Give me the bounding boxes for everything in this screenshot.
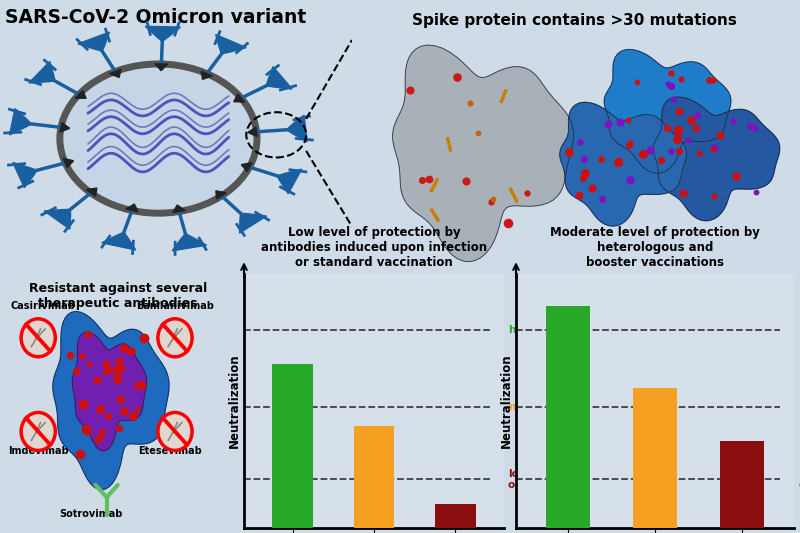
Polygon shape bbox=[216, 191, 226, 199]
Text: high: high bbox=[798, 325, 800, 335]
Polygon shape bbox=[653, 97, 780, 221]
Text: Etesevimab: Etesevimab bbox=[138, 446, 202, 456]
Polygon shape bbox=[604, 50, 731, 173]
Y-axis label: Neutralization: Neutralization bbox=[500, 354, 514, 448]
Text: SARS-CoV-2 Omicron variant: SARS-CoV-2 Omicron variant bbox=[6, 8, 306, 27]
Text: Imdevimab: Imdevimab bbox=[9, 446, 69, 456]
Polygon shape bbox=[242, 163, 252, 172]
Polygon shape bbox=[75, 91, 86, 98]
Y-axis label: Neutralization: Neutralization bbox=[228, 354, 242, 448]
Text: Sotrovimab: Sotrovimab bbox=[59, 509, 122, 519]
Text: low
or no: low or no bbox=[508, 469, 538, 490]
Polygon shape bbox=[63, 158, 74, 167]
Text: Spike protein contains >30 mutations: Spike protein contains >30 mutations bbox=[411, 13, 737, 28]
Title: Moderate level of protection by
heterologous and
booster vaccinations: Moderate level of protection by heterolo… bbox=[550, 226, 760, 269]
Polygon shape bbox=[202, 71, 212, 79]
Text: high: high bbox=[508, 325, 534, 335]
Polygon shape bbox=[248, 127, 257, 136]
Bar bbox=[354, 426, 394, 528]
Title: Low level of protection by
antibodies induced upon infection
or standard vaccina: Low level of protection by antibodies in… bbox=[261, 226, 487, 269]
Polygon shape bbox=[393, 45, 574, 262]
Polygon shape bbox=[173, 205, 186, 213]
Polygon shape bbox=[53, 311, 169, 490]
Polygon shape bbox=[72, 332, 146, 451]
Bar bbox=[546, 306, 590, 528]
Polygon shape bbox=[13, 163, 37, 188]
Polygon shape bbox=[155, 64, 168, 71]
Polygon shape bbox=[60, 123, 70, 132]
Polygon shape bbox=[102, 232, 136, 250]
Polygon shape bbox=[44, 209, 70, 229]
Polygon shape bbox=[78, 32, 110, 51]
Polygon shape bbox=[172, 233, 206, 251]
Polygon shape bbox=[29, 61, 55, 83]
Text: moderate: moderate bbox=[508, 402, 565, 412]
Polygon shape bbox=[286, 115, 307, 142]
Text: low
or no: low or no bbox=[798, 469, 800, 490]
Circle shape bbox=[21, 319, 55, 357]
Bar bbox=[634, 388, 677, 528]
Polygon shape bbox=[110, 69, 121, 77]
Text: Casirivimab: Casirivimab bbox=[11, 301, 76, 311]
Polygon shape bbox=[234, 94, 245, 102]
Polygon shape bbox=[126, 204, 138, 212]
Polygon shape bbox=[146, 26, 181, 42]
Polygon shape bbox=[10, 109, 31, 135]
Polygon shape bbox=[86, 188, 97, 196]
Circle shape bbox=[158, 413, 192, 450]
Polygon shape bbox=[266, 67, 292, 89]
Text: Resistant against several
therapeutic antibodies: Resistant against several therapeutic an… bbox=[29, 282, 207, 310]
Text: moderate: moderate bbox=[798, 402, 800, 412]
Circle shape bbox=[60, 64, 257, 213]
Polygon shape bbox=[277, 169, 302, 193]
Text: Bamlanivimab: Bamlanivimab bbox=[136, 301, 214, 311]
Bar bbox=[721, 441, 764, 528]
Polygon shape bbox=[216, 35, 246, 54]
Bar bbox=[435, 504, 475, 528]
Polygon shape bbox=[560, 102, 686, 226]
Circle shape bbox=[158, 319, 192, 357]
Polygon shape bbox=[239, 213, 266, 233]
Circle shape bbox=[21, 413, 55, 450]
Bar bbox=[273, 364, 313, 528]
